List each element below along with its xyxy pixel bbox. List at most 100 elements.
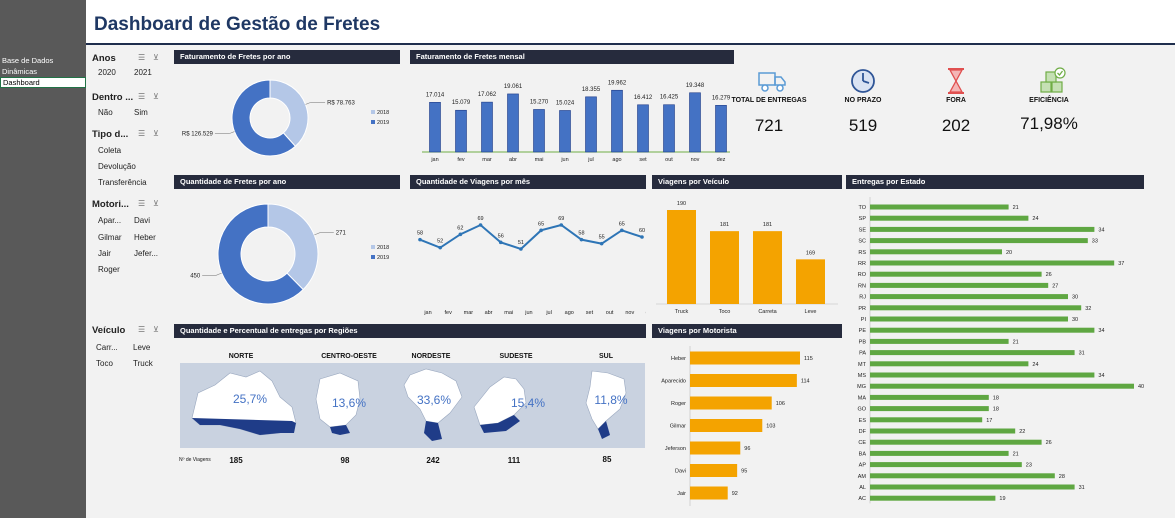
data-label: 21 <box>1013 339 1019 345</box>
data-label: 51 <box>518 240 524 246</box>
tick-label: Davi <box>675 469 686 475</box>
tick-label: RO <box>858 272 867 278</box>
nav-item-dashboard[interactable]: Dashboard <box>0 77 86 88</box>
data-label: 16.279 <box>712 95 731 101</box>
slicer-item[interactable]: Truck <box>133 359 153 368</box>
tick-label: DF <box>859 429 867 435</box>
data-label: 65 <box>538 221 544 227</box>
tick-label: jun <box>560 157 568 163</box>
bar <box>870 361 1029 367</box>
legend-entry: 2018 <box>377 245 389 251</box>
region-name-centro-oeste: CENTRO-OESTE <box>321 353 377 360</box>
slicer-item[interactable]: Leve <box>133 343 151 352</box>
slicer-item[interactable]: 2020 <box>98 68 116 77</box>
bar <box>870 305 1082 311</box>
pie-slice <box>269 79 309 147</box>
bar <box>870 350 1075 356</box>
slicer-item[interactable]: Heber <box>134 233 156 242</box>
region-count-nordeste: 242 <box>426 456 440 465</box>
multiselect-icon[interactable]: ☰ <box>138 199 146 208</box>
tick-label: PE <box>859 328 867 334</box>
clear-filter-icon[interactable]: ⊻ <box>153 199 159 208</box>
slicer-item[interactable]: Sim <box>134 108 148 117</box>
line-point <box>559 223 564 227</box>
legend-entry: 2018 <box>377 110 389 116</box>
data-label: 18.355 <box>582 87 601 93</box>
tick-label: ago <box>612 157 621 163</box>
bar <box>690 351 800 365</box>
slicer-item[interactable]: Davi <box>134 216 151 225</box>
multiselect-icon[interactable]: ☰ <box>138 325 146 334</box>
data-label: 17.014 <box>426 92 445 98</box>
bar <box>870 327 1095 333</box>
slicer-tipo-title: Tipo d... <box>92 129 129 140</box>
bar <box>870 226 1095 232</box>
data-label: 24 <box>1032 362 1038 368</box>
data-label: 96 <box>744 446 750 452</box>
data-label: 15.079 <box>452 100 471 106</box>
slicer-item[interactable]: Apar... <box>98 216 122 225</box>
slicer-item[interactable]: 2021 <box>134 68 152 77</box>
slicer-item[interactable]: Jair <box>98 249 111 258</box>
slicer-item[interactable]: Toco <box>96 359 113 368</box>
data-label: 31 <box>1079 351 1085 357</box>
region-pct-sul: 11,8% <box>594 393 628 407</box>
multiselect-icon[interactable]: ☰ <box>138 129 146 138</box>
tick-label: SC <box>858 239 866 245</box>
nav-item-dinamicas[interactable]: Dinâmicas <box>2 67 38 76</box>
data-label: 114 <box>801 379 810 385</box>
slicer-item[interactable]: Roger <box>98 265 120 274</box>
tick-label: PR <box>858 306 866 312</box>
slicer-item[interactable]: Coleta <box>98 146 122 155</box>
data-label: 40 <box>1138 384 1144 390</box>
slicer-dentro-title: Dentro ... <box>92 92 134 103</box>
tick-label: nov <box>625 310 634 316</box>
data-label: 19.061 <box>504 84 523 90</box>
multiselect-icon[interactable]: ☰ <box>138 92 146 101</box>
data-label: 181 <box>720 222 729 228</box>
data-label: 69 <box>477 216 483 222</box>
bar <box>870 249 1002 255</box>
data-label: 92 <box>732 491 738 497</box>
tick-label: AL <box>859 485 866 491</box>
slicer-item[interactable]: Transferência <box>98 178 147 187</box>
data-label: 69 <box>558 216 564 222</box>
bar <box>870 495 996 501</box>
data-label: 34 <box>1098 328 1104 334</box>
data-label: 60 <box>639 228 645 234</box>
nav-item-base-de-dados[interactable]: Base de Dados <box>2 56 54 65</box>
kpi-no-prazo-value: 519 <box>848 116 878 135</box>
data-label: 106 <box>776 401 785 407</box>
line-point <box>519 247 523 251</box>
bar <box>870 238 1088 244</box>
slicer-item[interactable]: Gilmar <box>98 233 122 242</box>
clear-filter-icon[interactable]: ⊻ <box>153 53 159 62</box>
bar <box>710 231 739 304</box>
bar <box>611 89 623 153</box>
bar <box>870 450 1009 456</box>
clear-filter-icon[interactable]: ⊻ <box>153 325 159 334</box>
slicer-item[interactable]: Não <box>98 108 113 117</box>
tick-label: RJ <box>859 295 866 301</box>
bar <box>689 92 701 153</box>
slicer-item[interactable]: Devolução <box>98 162 136 171</box>
clear-filter-icon[interactable]: ⊻ <box>153 129 159 138</box>
panel-title: Faturamento de Fretes mensal <box>410 50 734 64</box>
faturamento-ano-chart: R$ 78.763 R$ 126.529 2018 2019 <box>182 79 389 157</box>
panel-title: Faturamento de Fretes por ano <box>174 50 400 64</box>
data-label: 20 <box>1006 250 1012 256</box>
multiselect-icon[interactable]: ☰ <box>138 53 146 62</box>
data-label: 19 <box>999 496 1005 502</box>
clear-filter-icon[interactable]: ⊻ <box>153 92 159 101</box>
line-point <box>438 245 442 250</box>
tick-label: mar <box>482 157 492 163</box>
data-label: 30 <box>1072 317 1078 323</box>
tick-label: Leve <box>805 309 817 315</box>
data-label: 169 <box>806 250 815 256</box>
kpi-fora-label: FORA <box>946 97 966 104</box>
tick-label: PI <box>861 317 867 323</box>
slicer-item[interactable]: Jefer... <box>134 249 159 258</box>
clock-icon <box>851 69 875 93</box>
bar <box>715 105 727 153</box>
slicer-item[interactable]: Carr... <box>96 343 118 352</box>
